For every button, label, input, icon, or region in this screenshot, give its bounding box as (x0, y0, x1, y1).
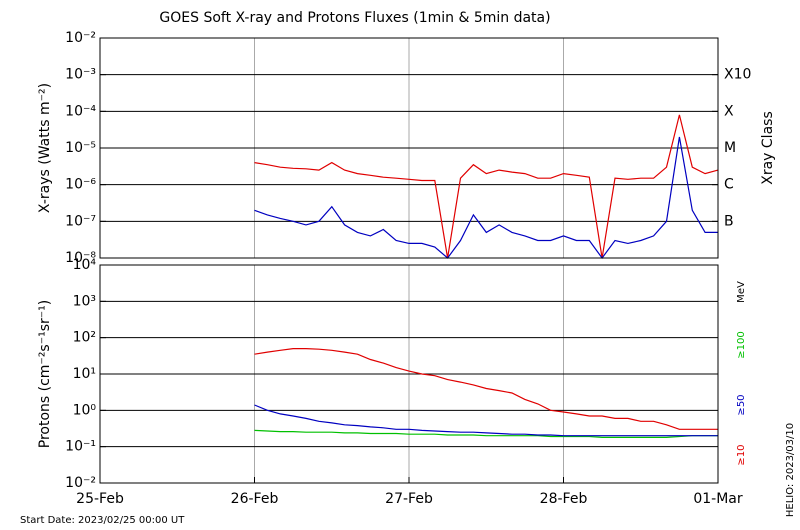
y2-tick-label: M (724, 140, 736, 156)
x-tick-label: 28-Feb (540, 491, 588, 507)
series-line (254, 136, 718, 260)
y-tick-label: 10⁻¹ (65, 439, 96, 455)
x-tick-label: 26-Feb (231, 491, 279, 507)
y-tick-label: 10³ (73, 293, 96, 309)
chart-title: GOES Soft X-ray and Protons Fluxes (1min… (159, 10, 550, 26)
legend-entry: ≥100 (736, 331, 747, 358)
y-tick-label: 10⁻² (65, 30, 96, 46)
y2-tick-label: C (724, 177, 734, 193)
plot-frame (99, 37, 719, 259)
y-tick-label: 10⁻⁴ (65, 103, 96, 119)
x-tick-label: 27-Feb (385, 491, 433, 507)
y-tick-label: 10⁻⁷ (65, 213, 96, 229)
x-tick-label: 01-Mar (693, 491, 743, 507)
series-line (254, 114, 719, 259)
y2-axis-title: Xray Class (760, 111, 776, 185)
x-tick-label: 25-Feb (76, 491, 124, 507)
start-date: Start Date: 2023/02/25 00:00 UT (20, 515, 185, 526)
y-tick-label: 10⁻³ (65, 67, 96, 83)
y2-tick-label: X (724, 103, 734, 119)
series-line (254, 404, 718, 437)
y-tick-label: 10⁻⁵ (65, 140, 96, 156)
y2-tick-label: B (724, 213, 734, 229)
series-line (254, 348, 718, 430)
series-line (254, 429, 718, 438)
y-tick-label: 10⁻² (65, 475, 96, 491)
y-tick-label: 10¹ (73, 366, 96, 382)
y2-tick-label: X10 (724, 67, 751, 83)
y-axis-title: X-rays (Watts m⁻²) (37, 83, 53, 213)
y-tick-label: 10⁻⁸ (65, 250, 96, 266)
legend-entry: ≥10 (736, 444, 747, 465)
unit-label: MeV (736, 281, 747, 303)
y-tick-label: 10⁰ (73, 402, 97, 418)
y-axis-title: Protons (cm⁻²s⁻¹sr⁻¹) (37, 300, 53, 449)
y-tick-label: 10⁴ (73, 257, 97, 273)
legend-entry: ≥50 (736, 394, 747, 415)
helio-note: HELIO: 2023/03/10 (785, 423, 796, 517)
y-tick-label: 10² (73, 330, 96, 346)
y-tick-label: 10⁻⁶ (65, 177, 96, 193)
